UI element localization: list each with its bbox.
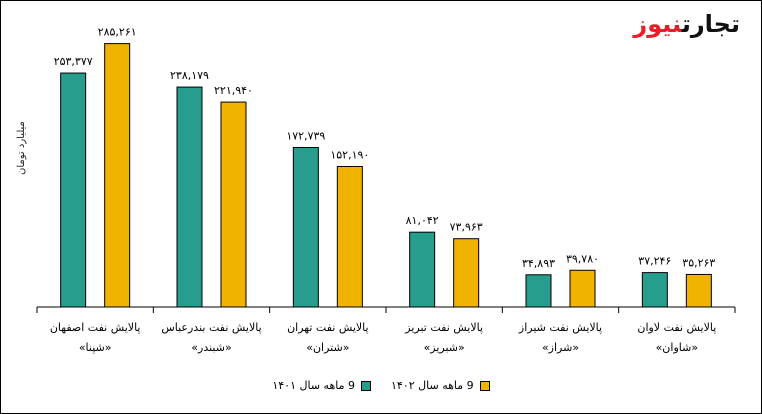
- bar-1402: [569, 269, 596, 308]
- bar-1402: [336, 165, 363, 308]
- site-logo: تجارتنیوز: [633, 10, 740, 38]
- bar-1401: [176, 86, 203, 308]
- legend-item-1402: 9 ماهه سال ۱۴۰۲: [391, 379, 490, 392]
- data-label: ۷۳,۹۶۳: [450, 221, 483, 234]
- category-label: پالایش نفت اصفهان: [50, 321, 141, 334]
- category-label: پالایش نفت بندرعباس: [161, 321, 261, 334]
- bar-1401: [525, 274, 552, 308]
- bar-1402: [453, 238, 480, 308]
- data-label: ۲۳۸,۱۷۹: [170, 69, 209, 82]
- data-label: ۱۷۲,۷۳۹: [286, 130, 325, 143]
- legend-swatch-1402: [479, 380, 490, 391]
- bar-1402: [104, 43, 131, 308]
- data-label: ۱۵۲,۱۹۰: [330, 148, 369, 161]
- data-label: ۸۱,۰۴۲: [406, 214, 439, 227]
- category-label: پالایش نفت شیراز: [518, 321, 602, 334]
- legend-swatch-1401: [361, 380, 371, 391]
- bar-1401: [292, 147, 319, 308]
- category-label: پالایش نفت تهران: [287, 321, 369, 334]
- logo-text-part1: تجارت: [681, 10, 740, 38]
- legend: 9 ماهه سال ۱۴۰۱ 9 ماهه سال ۱۴۰۲: [0, 379, 762, 392]
- data-label: ۲۸۵,۲۶۱: [98, 26, 137, 39]
- bar-1402: [685, 273, 712, 308]
- data-label: ۲۲۱,۹۴۰: [214, 84, 253, 97]
- bar-1401: [60, 72, 87, 308]
- category-label: «شراز»: [542, 341, 579, 354]
- category-label: «شتران»: [306, 341, 349, 354]
- category-label: «شبندر»: [191, 341, 231, 354]
- data-label: ۳۷,۲۴۶: [638, 255, 671, 268]
- legend-label-1402: 9 ماهه سال ۱۴۰۲: [391, 379, 474, 392]
- logo-text-part2: نیوز: [633, 10, 682, 38]
- category-label: «شاوان»: [656, 341, 698, 354]
- data-label: ۲۵۳,۳۷۷: [54, 55, 93, 68]
- category-label: پالایش نفت لاوان: [637, 321, 716, 334]
- data-label: ۳۹,۷۸۰: [566, 252, 599, 265]
- legend-label-1401: 9 ماهه سال ۱۴۰۱: [272, 379, 355, 392]
- bar-1401: [409, 231, 436, 308]
- category-label: پالایش نفت تبریز: [404, 321, 483, 334]
- category-label: «شپنا»: [79, 341, 112, 354]
- legend-item-1401: 9 ماهه سال ۱۴۰۱: [272, 379, 371, 392]
- bar-1402: [220, 101, 247, 308]
- data-label: ۳۴,۸۹۳: [522, 257, 555, 270]
- data-label: ۳۵,۲۶۳: [682, 256, 715, 269]
- category-label: «شبریز»: [424, 341, 465, 354]
- bar-1401: [641, 272, 668, 308]
